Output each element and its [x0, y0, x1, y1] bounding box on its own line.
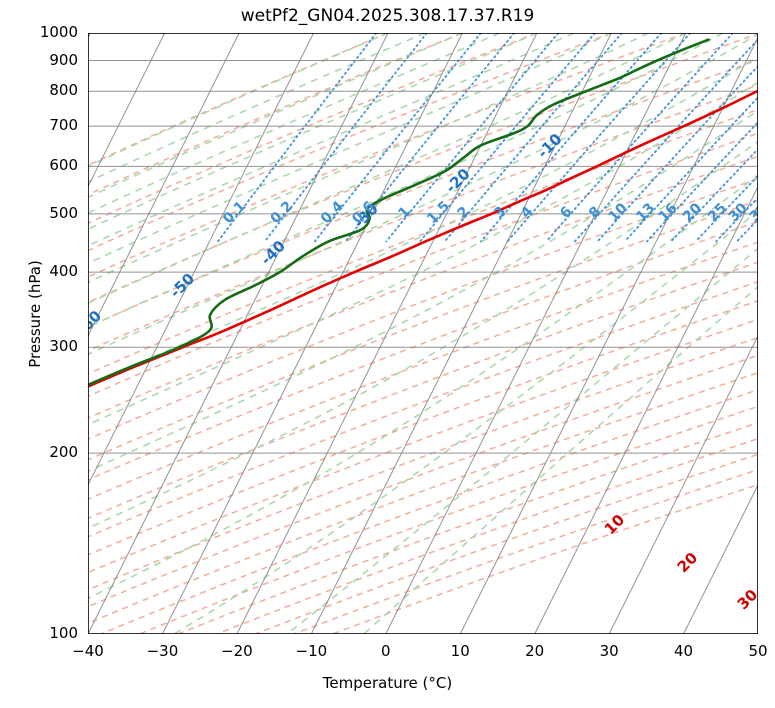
- y-axis-label: Pressure (hPa): [26, 260, 44, 368]
- y-tick-100: 100: [49, 624, 78, 642]
- dry-adiabat-lines: [88, 33, 758, 634]
- x-tick-20: 20: [525, 642, 545, 660]
- moist-adiabat-lines: [88, 33, 758, 634]
- x-tick-neg20: −20: [221, 642, 253, 660]
- x-tick-neg10: −10: [295, 642, 328, 660]
- x-tick-30: 30: [599, 642, 619, 660]
- y-tick-500: 500: [49, 203, 78, 222]
- isobar-lines: [88, 33, 758, 634]
- sounding-traces: [88, 38, 758, 388]
- y-tick-200: 200: [49, 443, 78, 462]
- plot-area: -60 -50 -40 -30 -20 -10 0.1 0.2 0.4 0.6 1 1.5 2 3 4 6 8…: [88, 33, 758, 634]
- y-tick-600: 600: [49, 156, 78, 175]
- x-tick-neg30: −30: [146, 642, 179, 660]
- isotherm-lines: [88, 33, 758, 634]
- parcel-marker: [754, 206, 758, 217]
- x-tick-neg40: −40: [72, 642, 104, 660]
- mixing-ratio-label-36: 36: [747, 200, 758, 225]
- x-tick-50: 50: [748, 642, 768, 660]
- y-tick-300: 300: [49, 337, 78, 356]
- y-tick-900: 900: [49, 50, 78, 69]
- temperature-trace: [88, 89, 758, 388]
- x-axis-label: Temperature (°C): [322, 674, 453, 692]
- dewpoint-trace: [88, 38, 710, 387]
- page-title: wetPf2_GN04.2025.308.17.37.R19: [240, 6, 535, 26]
- skewt-plot-svg: -60-50-40-30-20-10 0.1 0.2 0.4 0.6 1 1.5 2 3 4 6 8…: [88, 33, 758, 634]
- x-tick-0: 0: [380, 642, 391, 660]
- mixing-ratio-lines: [217, 33, 758, 243]
- y-tick-1000: 1000: [39, 23, 78, 41]
- x-tick-10: 10: [450, 642, 470, 660]
- parcel-markers: [754, 206, 758, 217]
- y-tick-700: 700: [49, 116, 78, 135]
- y-tick-400: 400: [49, 262, 78, 281]
- y-tick-800: 800: [49, 81, 78, 100]
- plot-background: [88, 33, 758, 634]
- x-tick-40: 40: [674, 642, 694, 660]
